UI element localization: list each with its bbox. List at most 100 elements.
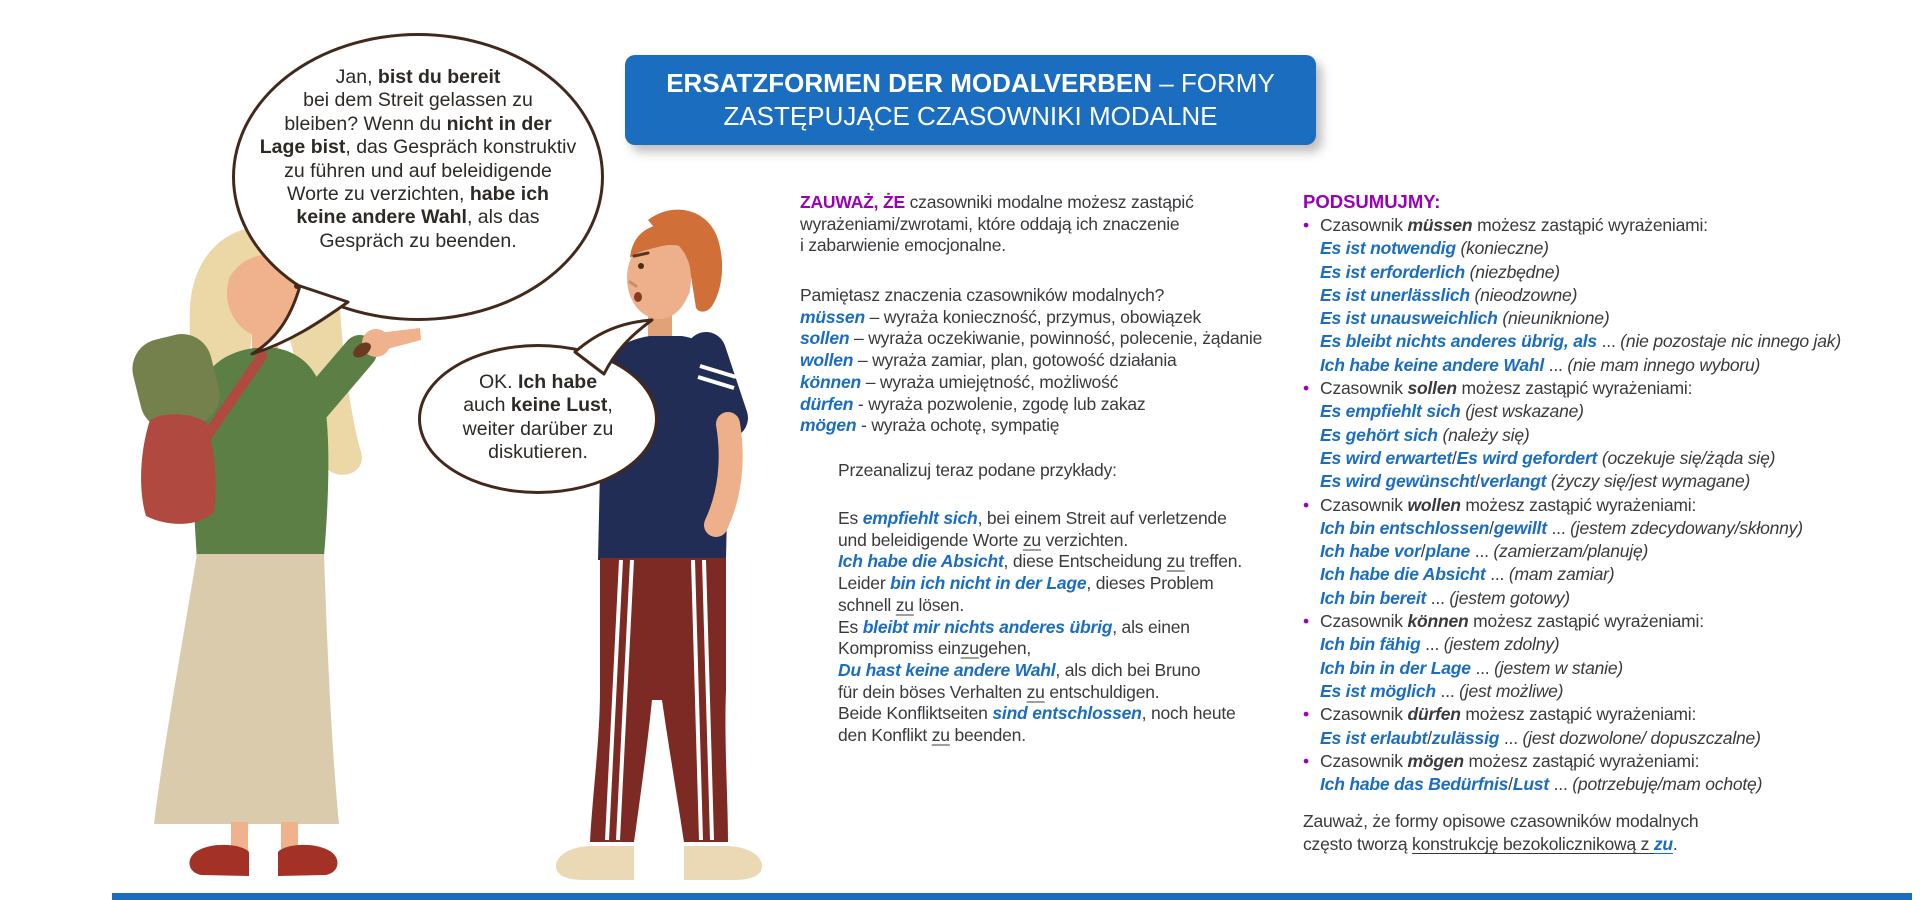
text-line: auch keine Lust, [463,394,613,417]
text-line: Es ist unausweichlich (nieuniknione) [1320,308,1610,329]
speech-bubble-woman: Jan, bist du bereit bei dem Streit gelass… [232,33,604,321]
text-line: • Czasownik mögen możesz zastąpić wyrażen… [1303,750,1700,771]
text-line: für dein böses Verhalten zu entschuldige… [838,681,1160,702]
summary-column: • Czasownik müssen możesz zastąpić wyraże… [1303,214,1841,796]
man-sleeve [686,332,748,438]
man-sleeve-stripe-2 [697,375,735,390]
text-line: Es ist erforderlich (niezbędne) [1320,261,1560,282]
text-line: den Konflikt zu beenden. [838,725,1026,746]
woman-shoe-right [278,844,338,876]
summary-heading: PODSUMUJMY: [1303,191,1441,212]
text-line: Es ist erlaubt/zulässig ... (jest dozwol… [1320,727,1761,748]
text-line: wyrażeniami/zwrotami, które oddają ich z… [800,213,1180,234]
analyze-prompt: Przeanalizuj teraz podane przykłady: [838,460,1117,482]
text-line: Ich habe vor/plane ... (zamierzam/planuj… [1320,541,1649,562]
text-line: Ich bin entschlossen/gewillt ... (jestem… [1320,517,1803,538]
text-line: • Czasownik dürfen możesz zastąpić wyraże… [1303,704,1697,725]
text-line: dürfen - wyraża pozwolenie, zgodę lub za… [800,393,1146,414]
text-line: diskutieren. [488,441,588,464]
text-line: Zauważ, że formy opisowe czasowników mod… [1303,811,1699,831]
man-mouth [634,292,642,302]
man-nose [628,280,638,288]
text-line: müssen – wyraża konieczność, przymus, ob… [800,306,1202,327]
text-line: Ich habe das Bedürfnis/Lust ... (potrzeb… [1320,774,1763,795]
text-line: Es empfiehlt sich, bei einem Streit auf … [838,508,1227,528]
text-line: Es gehört sich (należy się) [1320,424,1530,445]
text-line: Du hast keine andere Wahl, als dich bei … [838,659,1201,680]
text-line: Jan, bist du bereit [335,66,501,88]
intro-paragraph: ZAUWAŻ, ŻE czasowniki modalne możesz zas… [800,192,1194,257]
text-line: Es bleibt mir nichts anderes übrig, als … [838,616,1190,637]
woman-pointing-arm [285,335,377,437]
text-line: Leider bin ich nicht in der Lage, dieses… [838,573,1214,594]
man-brow [632,251,650,258]
woman-figure [132,226,421,876]
man-figure [556,209,762,880]
text-line: sollen – wyraża oczekiwanie, powinność, … [800,328,1263,349]
text-line: Ich habe keine andere Wahl ... (nie mam … [1320,354,1761,375]
text-line: bleiben? Wenn du nicht in der [284,112,552,135]
woman-olive-bag [132,334,220,430]
bottom-accent-bar [112,893,1912,900]
text-line: Beide Konfliktseiten sind entschlossen, … [838,703,1236,724]
text-line: Ich habe die Absicht ... (mam zamiar) [1320,564,1615,585]
man-face [627,237,691,319]
text-line: i zabarwienie emocjonalne. [800,235,1006,256]
man-hair-front [630,224,710,268]
text-line: • Czasownik können możesz zastąpić wyraże… [1303,611,1704,632]
text-line: weiter darüber zu [462,417,614,440]
woman-bag-strap [191,351,267,457]
text-line: Ich habe die Absicht, diese Entscheidung… [838,551,1242,572]
text-line: • Czasownik sollen możesz zastąpić wyraże… [1303,378,1693,399]
woman-mouth [293,306,305,322]
man-sleeve-stripe-1 [699,364,737,379]
text-line: • Czasownik müssen możesz zastąpić wyraże… [1303,215,1708,235]
man-pants-stripe-2 [616,559,634,841]
speech-bubble-man: OK. Ich habe auch keine Lust, weiter darüb… [418,344,658,494]
text-line: Kompromiss einzugehen, [838,638,1032,659]
text-line: Es ist unerlässlich (nieodzowne) [1320,284,1578,305]
man-eye [638,263,644,269]
text-line: Es ist möglich ... (jest możliwe) [1320,680,1564,701]
man-ear [674,282,690,298]
text-line: Es bleibt nichts anderes übrig, als ... … [1320,331,1841,352]
text-line: ZASTĘPUJĄCE CZASOWNIKI MODALNE [723,101,1218,131]
text-line: Es wird gewünscht/verlangt (życzy się/je… [1320,471,1751,492]
man-pants-stripe-3 [691,559,703,841]
text-line: schnell zu lösen. [838,594,965,615]
text-line: zu führen und auf beleidigende [284,159,552,182]
woman-red-bag [141,414,216,524]
man-pants-stripe-4 [702,559,714,841]
text-line: Pamiętasz znaczenia czasowników modalnyc… [800,285,1165,305]
woman-shoe-left [189,844,249,876]
text-line: Przeanalizuj teraz podane przykłady: [838,460,1117,480]
woman-pointing-finger [378,328,421,351]
title-banner: ERSATZFORMEN DER MODALVERBEN – FORMY ZAST… [625,55,1316,145]
text-line: wollen – wyraża zamiar, plan, gotowość d… [800,350,1177,371]
woman-skirt [154,554,339,824]
text-line: Es wird erwartet/Es wird gefordert (ocze… [1320,447,1776,468]
modal-verbs-list: Pamiętasz znaczenia czasowników modalnyc… [800,285,1262,437]
man-pants-stripe-1 [605,559,623,841]
man-forearm [704,412,743,537]
text-line: Lage bist, das Gespräch konstruktiv [259,136,577,159]
text-line: • Czasownik wollen możesz zastąpić wyraże… [1303,494,1697,515]
text-line: Ich bin bereit ... (jestem gotowy) [1320,587,1570,608]
examples-block: Es empfiehlt sich, bei einem Streit auf … [838,508,1242,747]
text-line: Ich bin fähig ... (jestem zdolny) [1320,634,1560,655]
man-shoe-left [556,846,634,880]
text-line: Gespräch zu beenden. [319,229,517,252]
text-line: bei dem Streit gelassen zu [303,89,533,112]
text-line: mögen - wyraża ochotę, sympatię [800,415,1060,436]
summary-footer-note: Zauważ, że formy opisowe czasowników mod… [1303,810,1699,857]
text-line: OK. Ich habe [478,371,598,393]
text-line: często tworzą konstrukcję bezokoliczniko… [1303,834,1678,855]
text-line: Es ist notwendig (konieczne) [1320,238,1549,259]
text-line: keine andere Wahl, als das [296,206,540,229]
woman-cuff-shadow [353,342,371,358]
text-line: und beleidigende Worte zu verzichten. [838,529,1128,550]
text-line: Es empfiehlt sich (jest wskazane) [1320,401,1584,422]
text-line: ZAUWAŻ, ŻE czasowniki modalne możesz zas… [800,192,1194,212]
text-line: können – wyraża umiejętność, możliwość [800,371,1119,392]
man-shoe-right [684,846,762,880]
